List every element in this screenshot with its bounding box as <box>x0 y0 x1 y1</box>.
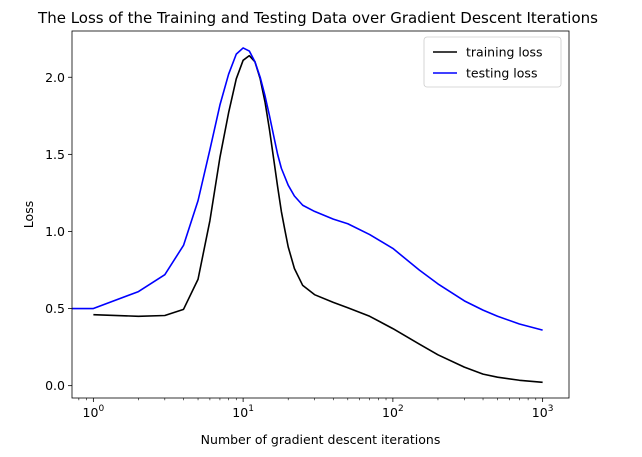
legend-box <box>423 36 562 88</box>
legend-label: testing loss <box>466 66 537 81</box>
x-axis-label: Number of gradient descent iterations <box>201 432 441 447</box>
y-tick-label: 1.5 <box>45 147 65 162</box>
plot-area <box>72 47 543 384</box>
legend: training loss testing loss <box>423 36 562 88</box>
plot-frame <box>71 30 570 399</box>
series-line-training-loss <box>93 54 543 384</box>
y-tick-label: 1.0 <box>45 224 65 239</box>
y-tick-label: 0.0 <box>45 378 65 393</box>
y-axis-label: Loss <box>21 201 36 228</box>
x-tick-label: 103 <box>532 404 554 420</box>
legend-label: training loss <box>466 45 543 60</box>
axes-ticks: 100 101 102 103 0.0 0.5 1.0 1.5 2.0 <box>45 70 553 420</box>
chart-title: The Loss of the Training and Testing Dat… <box>37 9 598 27</box>
x-tick-label: 100 <box>83 404 105 420</box>
x-tick-label: 102 <box>382 404 404 420</box>
x-tick-label: 101 <box>232 404 254 420</box>
series-line-testing-loss <box>72 47 543 331</box>
y-tick-label: 2.0 <box>45 70 65 85</box>
y-tick-label: 0.5 <box>45 301 65 316</box>
